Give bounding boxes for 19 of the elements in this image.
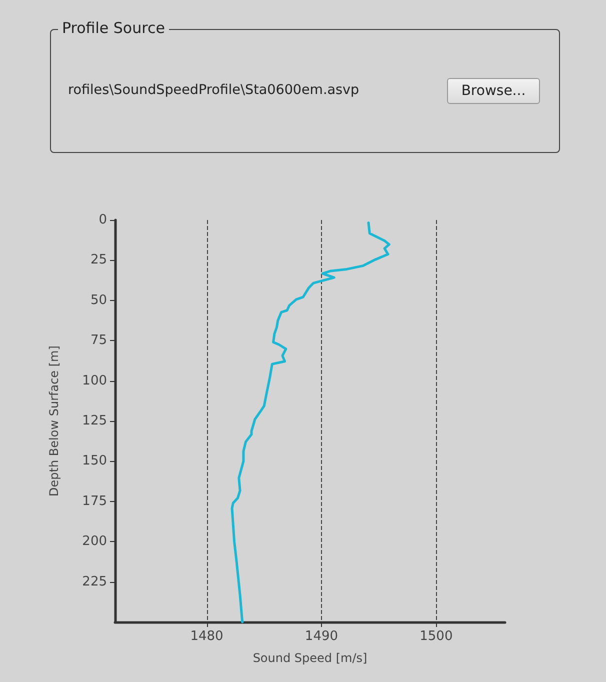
y-tick-label: 75 [90, 333, 107, 348]
y-tick-label: 25 [90, 252, 107, 268]
y-tick-label: 100 [82, 373, 107, 388]
x-tick-label: 1480 [190, 629, 224, 644]
line-series [230, 221, 390, 624]
text: rofiles\SoundSpeedProfile\Sta0600em.asvp [68, 82, 360, 98]
y-tick-label: 200 [82, 534, 107, 550]
x-axis-title: Sound Speed [m/s] [252, 651, 368, 665]
x-tick-label: 1500 [420, 629, 453, 644]
y-tick-label: 0 [98, 212, 107, 228]
y-tick-label: 50 [90, 292, 107, 308]
browse-button: Browse... [447, 78, 540, 104]
y-axis-title: Depth Below Surface [m] [47, 346, 61, 496]
x-tick-label: 1490 [304, 629, 338, 644]
y-tick-label: 175 [82, 494, 107, 509]
y-tick-label: 125 [82, 414, 107, 428]
text: Profile Source [58, 19, 169, 37]
y-tick-label: 150 [82, 454, 107, 469]
y-tick-label: 225 [82, 574, 107, 590]
